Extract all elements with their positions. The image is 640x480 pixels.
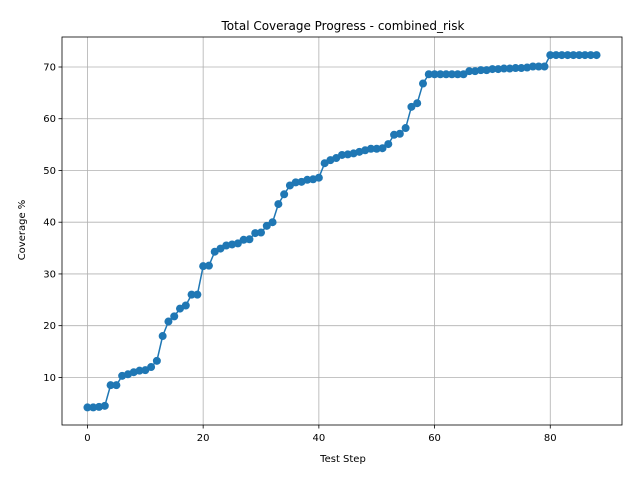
data-point xyxy=(465,67,474,76)
data-point xyxy=(436,70,445,79)
data-point xyxy=(488,65,497,74)
data-point xyxy=(447,70,456,79)
data-point xyxy=(384,140,393,149)
data-point xyxy=(401,124,410,133)
data-point xyxy=(418,79,427,88)
chart-title: Total Coverage Progress - combined_risk xyxy=(221,19,465,33)
data-point xyxy=(557,51,566,60)
data-point xyxy=(378,144,387,153)
data-point xyxy=(291,178,300,187)
y-tick-label: 30 xyxy=(43,269,56,280)
data-point xyxy=(366,144,375,153)
x-tick-label: 60 xyxy=(428,433,441,444)
data-point xyxy=(274,200,283,209)
plot-frame xyxy=(61,36,623,426)
data-point xyxy=(372,144,381,153)
x-axis-ticks: 0 20 40 60 80 xyxy=(84,425,557,444)
data-point xyxy=(170,312,179,321)
data-series xyxy=(83,51,601,412)
data-point xyxy=(251,229,260,238)
x-tick-label: 40 xyxy=(312,433,325,444)
data-point xyxy=(112,381,121,390)
data-point xyxy=(499,64,508,73)
y-tick-label: 40 xyxy=(43,218,56,229)
data-point xyxy=(239,235,248,244)
data-point xyxy=(338,150,346,159)
data-point xyxy=(505,64,514,73)
data-point xyxy=(100,401,109,410)
data-point xyxy=(152,356,161,365)
data-point xyxy=(592,51,601,60)
data-point xyxy=(407,102,416,111)
data-point xyxy=(268,218,277,227)
data-point xyxy=(580,51,589,60)
y-axis-ticks: 10 20 30 40 50 60 70 xyxy=(43,63,62,384)
data-point xyxy=(430,70,439,79)
data-point xyxy=(106,381,115,390)
data-point xyxy=(257,228,266,237)
data-point xyxy=(569,51,578,60)
data-point xyxy=(517,64,526,73)
data-point xyxy=(476,66,485,75)
x-tick-label: 0 xyxy=(84,433,90,444)
y-tick-label: 60 xyxy=(43,114,56,125)
series-line xyxy=(87,54,597,409)
data-point xyxy=(193,290,202,299)
data-point xyxy=(204,261,213,270)
data-point xyxy=(413,99,422,108)
y-tick-label: 70 xyxy=(43,63,56,74)
grid-lines xyxy=(62,37,622,425)
data-point xyxy=(83,403,92,412)
data-point xyxy=(314,173,323,182)
data-point xyxy=(528,62,537,71)
data-point xyxy=(494,65,503,74)
data-point xyxy=(89,403,98,412)
data-point xyxy=(534,62,543,71)
y-tick-label: 20 xyxy=(43,321,56,332)
data-point xyxy=(245,235,254,244)
x-tick-label: 20 xyxy=(197,433,210,444)
data-point xyxy=(453,70,462,79)
data-point xyxy=(442,70,451,79)
y-axis-label: Coverage % xyxy=(17,200,28,261)
data-point xyxy=(280,190,289,199)
x-tick-label: 80 xyxy=(544,433,557,444)
data-point xyxy=(181,301,190,310)
data-point xyxy=(563,51,572,60)
data-point xyxy=(586,51,595,60)
data-point xyxy=(135,366,144,375)
data-point xyxy=(187,290,196,299)
y-tick-label: 50 xyxy=(43,166,56,177)
data-point xyxy=(303,175,312,184)
data-point xyxy=(164,317,173,326)
data-point xyxy=(552,51,561,60)
y-tick-label: 10 xyxy=(43,373,56,384)
data-point xyxy=(424,70,433,79)
data-point xyxy=(199,262,208,271)
data-point xyxy=(546,51,555,60)
data-point xyxy=(262,221,271,230)
data-point xyxy=(147,363,156,372)
x-axis-label: Test Step xyxy=(319,454,366,465)
data-point xyxy=(511,64,520,73)
data-point xyxy=(158,332,167,341)
data-point xyxy=(540,62,549,71)
data-point xyxy=(575,51,584,60)
data-point xyxy=(233,239,242,248)
data-point xyxy=(395,129,404,138)
